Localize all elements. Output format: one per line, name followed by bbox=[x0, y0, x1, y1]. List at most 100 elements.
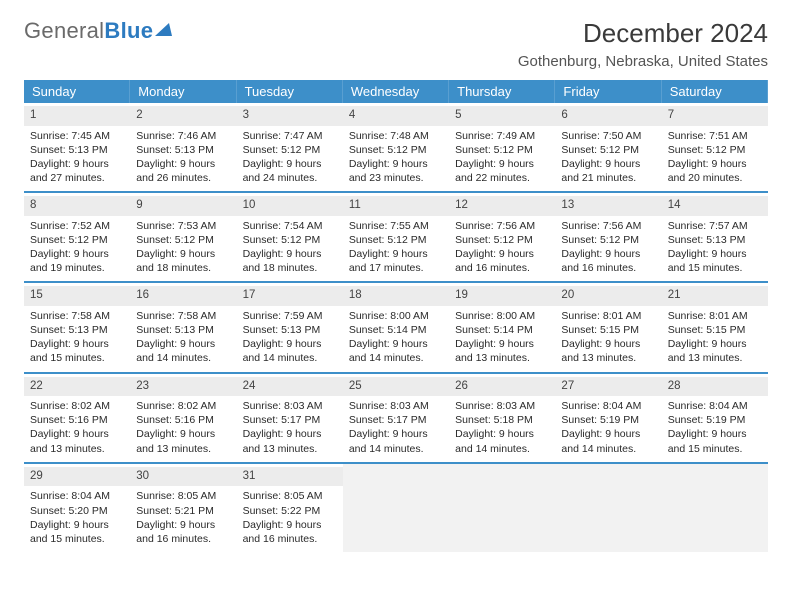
day-number: 26 bbox=[449, 377, 555, 397]
day-number: 13 bbox=[555, 196, 661, 216]
day-number: 28 bbox=[662, 377, 768, 397]
empty-cell bbox=[662, 464, 768, 552]
daylight-text: Daylight: 9 hours bbox=[30, 337, 124, 351]
sunset-text: Sunset: 5:12 PM bbox=[455, 233, 549, 247]
day-number: 31 bbox=[237, 467, 343, 487]
sunrise-text: Sunrise: 7:58 AM bbox=[30, 309, 124, 323]
sunset-text: Sunset: 5:12 PM bbox=[349, 233, 443, 247]
daylight-text: Daylight: 9 hours bbox=[30, 157, 124, 171]
day-number: 22 bbox=[24, 377, 130, 397]
sunrise-text: Sunrise: 8:04 AM bbox=[668, 399, 762, 413]
daylight-text: Daylight: 9 hours bbox=[668, 427, 762, 441]
week-row: 15Sunrise: 7:58 AMSunset: 5:13 PMDayligh… bbox=[24, 281, 768, 371]
daylight-text: and 15 minutes. bbox=[30, 532, 124, 546]
sunset-text: Sunset: 5:12 PM bbox=[136, 233, 230, 247]
daylight-text: and 23 minutes. bbox=[349, 171, 443, 185]
daylight-text: Daylight: 9 hours bbox=[561, 247, 655, 261]
day-cell: 17Sunrise: 7:59 AMSunset: 5:13 PMDayligh… bbox=[237, 283, 343, 371]
daylight-text: and 16 minutes. bbox=[455, 261, 549, 275]
calendar: SundayMondayTuesdayWednesdayThursdayFrid… bbox=[24, 80, 768, 552]
sunrise-text: Sunrise: 8:04 AM bbox=[30, 489, 124, 503]
sunset-text: Sunset: 5:13 PM bbox=[668, 233, 762, 247]
sunrise-text: Sunrise: 7:49 AM bbox=[455, 129, 549, 143]
week-row: 29Sunrise: 8:04 AMSunset: 5:20 PMDayligh… bbox=[24, 462, 768, 552]
week-row: 8Sunrise: 7:52 AMSunset: 5:12 PMDaylight… bbox=[24, 191, 768, 281]
daylight-text: and 13 minutes. bbox=[136, 442, 230, 456]
daylight-text: and 24 minutes. bbox=[243, 171, 337, 185]
daylight-text: Daylight: 9 hours bbox=[668, 247, 762, 261]
day-cell: 19Sunrise: 8:00 AMSunset: 5:14 PMDayligh… bbox=[449, 283, 555, 371]
sunrise-text: Sunrise: 8:04 AM bbox=[561, 399, 655, 413]
daylight-text: and 16 minutes. bbox=[561, 261, 655, 275]
daylight-text: and 14 minutes. bbox=[561, 442, 655, 456]
sunset-text: Sunset: 5:12 PM bbox=[30, 233, 124, 247]
day-number: 2 bbox=[130, 106, 236, 126]
sunrise-text: Sunrise: 8:05 AM bbox=[136, 489, 230, 503]
day-header-row: SundayMondayTuesdayWednesdayThursdayFrid… bbox=[24, 80, 768, 103]
daylight-text: Daylight: 9 hours bbox=[668, 337, 762, 351]
daylight-text: Daylight: 9 hours bbox=[136, 157, 230, 171]
day-cell: 15Sunrise: 7:58 AMSunset: 5:13 PMDayligh… bbox=[24, 283, 130, 371]
sunset-text: Sunset: 5:15 PM bbox=[668, 323, 762, 337]
empty-cell bbox=[449, 464, 555, 552]
sunrise-text: Sunrise: 7:56 AM bbox=[561, 219, 655, 233]
daylight-text: and 13 minutes. bbox=[243, 442, 337, 456]
sunset-text: Sunset: 5:12 PM bbox=[668, 143, 762, 157]
day-cell: 1Sunrise: 7:45 AMSunset: 5:13 PMDaylight… bbox=[24, 103, 130, 191]
day-cell: 10Sunrise: 7:54 AMSunset: 5:12 PMDayligh… bbox=[237, 193, 343, 281]
daylight-text: and 22 minutes. bbox=[455, 171, 549, 185]
day-number: 23 bbox=[130, 377, 236, 397]
location-text: Gothenburg, Nebraska, United States bbox=[518, 53, 768, 70]
day-header: Saturday bbox=[662, 80, 768, 103]
sunrise-text: Sunrise: 8:01 AM bbox=[561, 309, 655, 323]
sunset-text: Sunset: 5:12 PM bbox=[243, 143, 337, 157]
sunset-text: Sunset: 5:12 PM bbox=[243, 233, 337, 247]
sunrise-text: Sunrise: 7:47 AM bbox=[243, 129, 337, 143]
daylight-text: and 19 minutes. bbox=[30, 261, 124, 275]
day-cell: 25Sunrise: 8:03 AMSunset: 5:17 PMDayligh… bbox=[343, 374, 449, 462]
daylight-text: and 18 minutes. bbox=[243, 261, 337, 275]
daylight-text: Daylight: 9 hours bbox=[561, 337, 655, 351]
day-cell: 31Sunrise: 8:05 AMSunset: 5:22 PMDayligh… bbox=[237, 464, 343, 552]
sunrise-text: Sunrise: 8:03 AM bbox=[349, 399, 443, 413]
sunset-text: Sunset: 5:13 PM bbox=[136, 323, 230, 337]
daylight-text: and 16 minutes. bbox=[136, 532, 230, 546]
day-cell: 9Sunrise: 7:53 AMSunset: 5:12 PMDaylight… bbox=[130, 193, 236, 281]
day-header: Thursday bbox=[449, 80, 555, 103]
logo: GeneralBlue bbox=[24, 18, 172, 44]
day-number: 21 bbox=[662, 286, 768, 306]
daylight-text: and 20 minutes. bbox=[668, 171, 762, 185]
daylight-text: and 16 minutes. bbox=[243, 532, 337, 546]
daylight-text: Daylight: 9 hours bbox=[136, 247, 230, 261]
day-cell: 21Sunrise: 8:01 AMSunset: 5:15 PMDayligh… bbox=[662, 283, 768, 371]
sunrise-text: Sunrise: 8:02 AM bbox=[136, 399, 230, 413]
daylight-text: Daylight: 9 hours bbox=[455, 157, 549, 171]
sunrise-text: Sunrise: 7:57 AM bbox=[668, 219, 762, 233]
daylight-text: and 14 minutes. bbox=[136, 351, 230, 365]
day-header: Sunday bbox=[24, 80, 130, 103]
day-number: 5 bbox=[449, 106, 555, 126]
day-cell: 16Sunrise: 7:58 AMSunset: 5:13 PMDayligh… bbox=[130, 283, 236, 371]
day-cell: 3Sunrise: 7:47 AMSunset: 5:12 PMDaylight… bbox=[237, 103, 343, 191]
sunset-text: Sunset: 5:12 PM bbox=[455, 143, 549, 157]
day-cell: 30Sunrise: 8:05 AMSunset: 5:21 PMDayligh… bbox=[130, 464, 236, 552]
day-cell: 18Sunrise: 8:00 AMSunset: 5:14 PMDayligh… bbox=[343, 283, 449, 371]
day-cell: 28Sunrise: 8:04 AMSunset: 5:19 PMDayligh… bbox=[662, 374, 768, 462]
week-row: 22Sunrise: 8:02 AMSunset: 5:16 PMDayligh… bbox=[24, 372, 768, 462]
sunset-text: Sunset: 5:13 PM bbox=[30, 323, 124, 337]
daylight-text: and 14 minutes. bbox=[243, 351, 337, 365]
empty-cell bbox=[555, 464, 661, 552]
day-number: 25 bbox=[343, 377, 449, 397]
daylight-text: Daylight: 9 hours bbox=[561, 157, 655, 171]
day-number: 6 bbox=[555, 106, 661, 126]
day-cell: 23Sunrise: 8:02 AMSunset: 5:16 PMDayligh… bbox=[130, 374, 236, 462]
day-number: 7 bbox=[662, 106, 768, 126]
daylight-text: Daylight: 9 hours bbox=[136, 518, 230, 532]
daylight-text: Daylight: 9 hours bbox=[136, 427, 230, 441]
header: GeneralBlue December 2024 Gothenburg, Ne… bbox=[24, 18, 768, 70]
day-number: 10 bbox=[237, 196, 343, 216]
day-cell: 20Sunrise: 8:01 AMSunset: 5:15 PMDayligh… bbox=[555, 283, 661, 371]
daylight-text: Daylight: 9 hours bbox=[349, 427, 443, 441]
title-block: December 2024 Gothenburg, Nebraska, Unit… bbox=[518, 18, 768, 70]
sunrise-text: Sunrise: 7:50 AM bbox=[561, 129, 655, 143]
